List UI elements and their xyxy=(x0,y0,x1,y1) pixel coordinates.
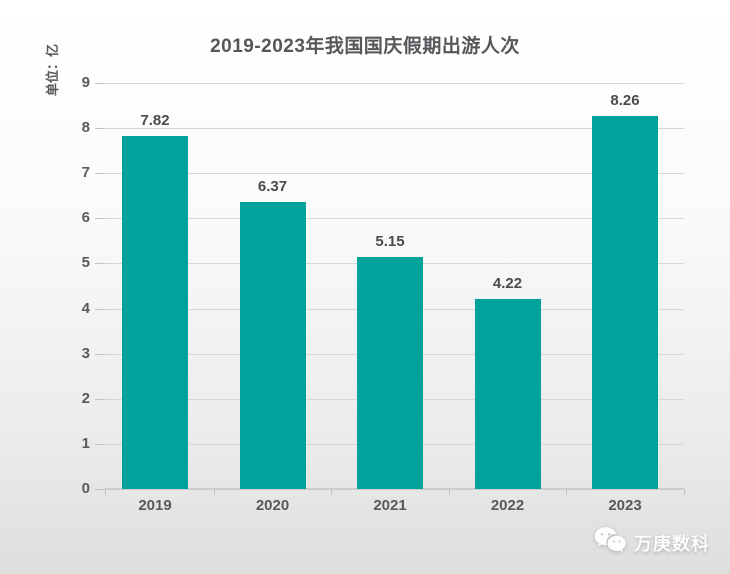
x-axis-tick xyxy=(105,489,106,495)
x-axis-tick xyxy=(331,489,333,495)
chart-title: 2019-2023年我国国庆假期出游人次 xyxy=(210,36,520,57)
gridline xyxy=(105,173,684,175)
bar xyxy=(474,298,541,489)
x-axis-tick xyxy=(448,489,450,495)
bar-value-label: 7.82 xyxy=(140,112,170,130)
y-tick-dash xyxy=(95,353,105,355)
x-axis-line xyxy=(105,488,684,490)
y-tick-label: 0 xyxy=(81,480,90,497)
y-tick-dash xyxy=(95,398,105,400)
x-axis-tick xyxy=(213,489,215,495)
y-tick-dash xyxy=(95,489,105,490)
y-tick-label: 2 xyxy=(81,389,90,407)
y-tick-label: 6 xyxy=(81,209,90,227)
x-tick-label: 2020 xyxy=(255,497,290,514)
gridline xyxy=(105,83,684,84)
y-tick-label: 7 xyxy=(81,164,90,182)
bar-value-label: 5.15 xyxy=(375,232,405,250)
bar-value-label: 4.22 xyxy=(492,274,523,292)
x-tick-label: 2019 xyxy=(138,497,172,514)
bar xyxy=(357,256,423,489)
watermark-text: 万庚数科 xyxy=(634,533,710,554)
bar xyxy=(592,116,658,489)
bar-value-label: 6.37 xyxy=(257,177,288,195)
y-tick-label: 5 xyxy=(81,254,90,272)
y-tick-dash xyxy=(95,128,105,130)
y-tick-dash xyxy=(95,443,105,445)
wechat-icon xyxy=(593,526,627,559)
x-tick-label: 2021 xyxy=(373,497,407,514)
y-tick-label: 8 xyxy=(81,119,90,137)
x-axis-tick xyxy=(684,489,685,495)
y-tick-label: 1 xyxy=(81,434,90,452)
y-tick-label: 9 xyxy=(81,74,90,91)
y-tick-dash xyxy=(95,83,105,84)
y-tick-dash xyxy=(95,218,105,220)
watermark: 万庚数科 xyxy=(593,526,710,559)
x-tick-label: 2022 xyxy=(490,497,525,514)
bar-value-label: 8.26 xyxy=(610,92,640,110)
x-tick-label: 2023 xyxy=(608,497,642,514)
gridline xyxy=(105,218,684,220)
bar xyxy=(239,201,306,489)
y-tick-dash xyxy=(95,308,105,310)
y-tick-dash xyxy=(95,173,105,175)
x-axis-tick xyxy=(566,489,568,495)
gridline xyxy=(105,128,684,130)
bar xyxy=(122,136,188,489)
y-tick-dash xyxy=(95,263,105,265)
y-tick-label: 4 xyxy=(81,299,90,317)
y-tick-label: 3 xyxy=(81,344,90,362)
